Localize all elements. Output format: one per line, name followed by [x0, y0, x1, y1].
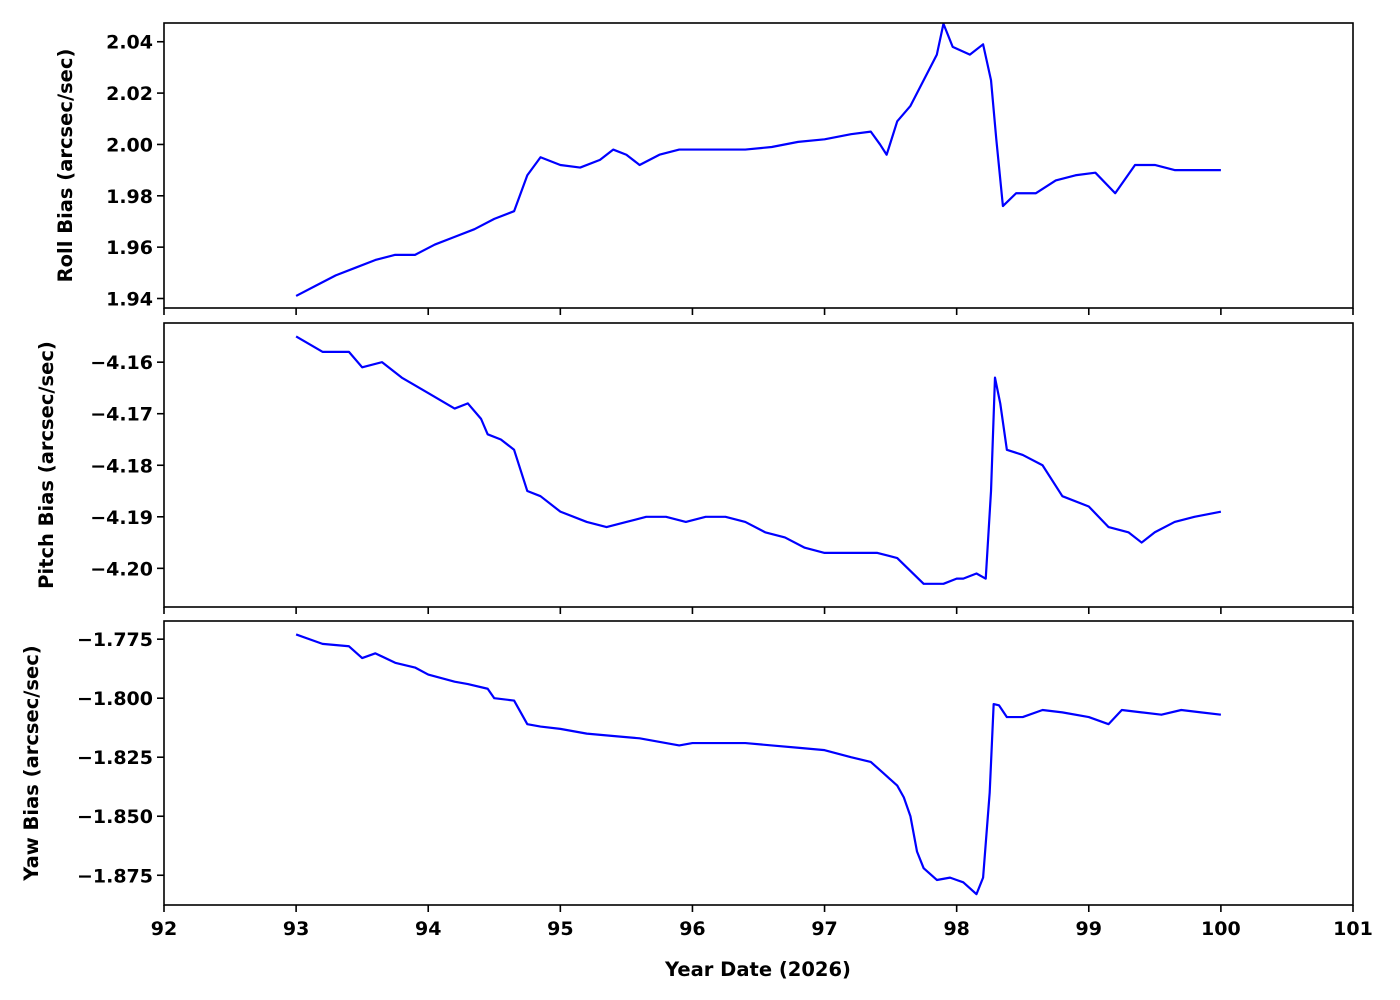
yaw-y-tick-label: −1.825: [77, 747, 153, 769]
x-tick-label: 92: [151, 918, 177, 940]
yaw-y-tick-label: −1.850: [77, 806, 153, 828]
x-tick-label: 95: [547, 918, 573, 940]
yaw-y-tick-label: −1.875: [77, 865, 153, 887]
pitch-y-tick-label: −4.19: [90, 507, 153, 529]
x-tick-label: 99: [1076, 918, 1102, 940]
roll-y-tick-label: 2.02: [106, 83, 153, 105]
pitch-plot-frame: [163, 322, 1354, 608]
x-tick-label: 98: [943, 918, 969, 940]
roll-y-tick-label: 1.94: [106, 289, 153, 311]
roll-y-tick-label: 2.00: [106, 134, 153, 156]
x-axis-label: Year Date (2026): [664, 958, 851, 981]
x-tick-label: 97: [811, 918, 837, 940]
roll-y-axis-label: Roll Bias (arcsec/sec): [54, 49, 77, 283]
roll-y-tick-label: 1.96: [106, 237, 153, 259]
yaw-y-axis-label: Yaw Bias (arcsec/sec): [20, 645, 43, 881]
roll-plot-frame: [163, 22, 1354, 309]
pitch-y-tick-label: −4.17: [90, 404, 153, 426]
roll-bias-panel: 1.94 1.96 1.98 2.00 2.02 2.04 Roll Bias (arcse…: [54, 22, 1354, 315]
roll-bias-series-line: [295, 22, 1221, 297]
pitch-y-tick-label: −4.18: [90, 455, 153, 477]
x-tick-label: 100: [1201, 918, 1241, 940]
pitch-bias-series-line: [295, 335, 1222, 585]
x-tick-label: 96: [679, 918, 705, 940]
pitch-y-tick-label: −4.16: [90, 352, 153, 374]
yaw-plot-frame: [163, 620, 1354, 906]
x-tick-label: 94: [415, 918, 441, 940]
pitch-y-tick-label: −4.20: [90, 558, 153, 580]
yaw-bias-panel: −1.775 −1.800 −1.825 −1.850 −1.875 92 93 94 95 96…: [20, 620, 1373, 940]
roll-y-tick-label: 1.98: [106, 186, 153, 208]
yaw-y-tick-label: −1.775: [77, 629, 153, 651]
pitch-y-axis-label: Pitch Bias (arcsec/sec): [35, 341, 58, 589]
yaw-bias-series-line: [295, 633, 1222, 896]
roll-y-tick-label: 2.04: [106, 32, 153, 54]
x-tick-label: 101: [1333, 918, 1373, 940]
yaw-y-tick-label: −1.800: [77, 688, 153, 710]
pitch-bias-panel: −4.16 −4.17 −4.18 −4.19 −4.20 Pitch Bias (arc…: [35, 322, 1354, 614]
x-tick-label: 93: [283, 918, 309, 940]
